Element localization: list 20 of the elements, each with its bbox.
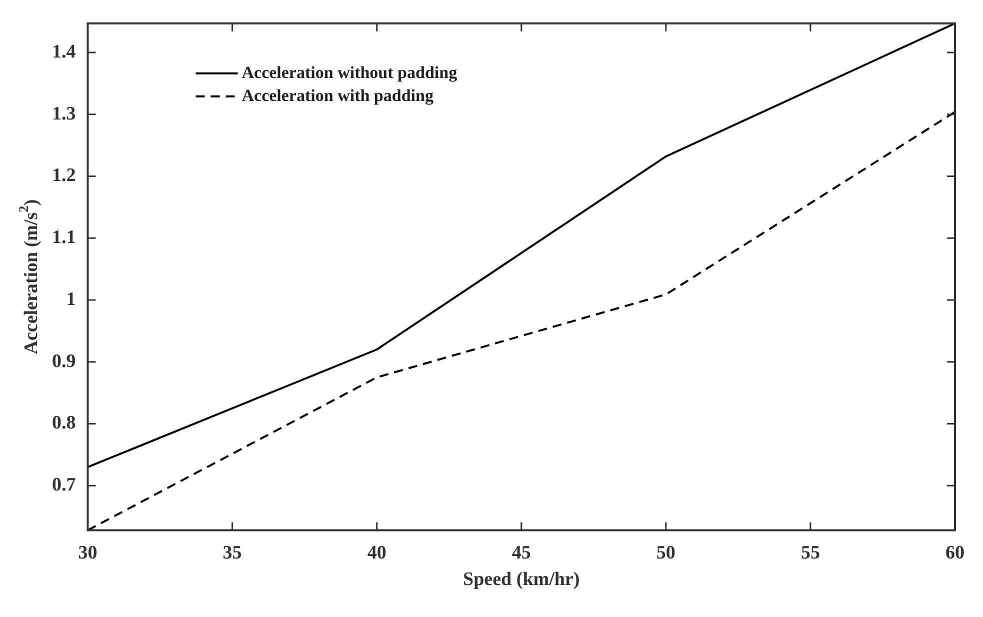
y-tick-label: 0.9 (52, 350, 76, 372)
legend-label: Acceleration with padding (242, 86, 434, 105)
x-tick-label: 45 (512, 542, 531, 564)
y-tick-label: 1 (66, 288, 76, 310)
x-tick-label: 40 (367, 542, 386, 564)
x-tick-label: 30 (78, 542, 98, 564)
y-tick-label: 1.2 (52, 165, 76, 186)
line-series (86, 110, 956, 532)
x-tick-label: 60 (946, 542, 964, 564)
legend-label: Acceleration without padding (242, 62, 458, 82)
x-tick-label: 35 (222, 542, 242, 564)
y-tick-label: 1.3 (52, 103, 76, 124)
x-tick-label: 55 (800, 542, 820, 564)
x-axis-title: Speed (km/hr) (463, 569, 580, 590)
y-tick-label: 1.4 (52, 41, 76, 62)
y-tick-label: 0.7 (52, 474, 76, 496)
y-axis-title: Acceleration (m/s2) (16, 199, 42, 354)
x-tick-label: 50 (656, 542, 676, 564)
y-tick-label: 0.8 (52, 412, 76, 434)
y-tick-label: 1.1 (52, 227, 76, 248)
